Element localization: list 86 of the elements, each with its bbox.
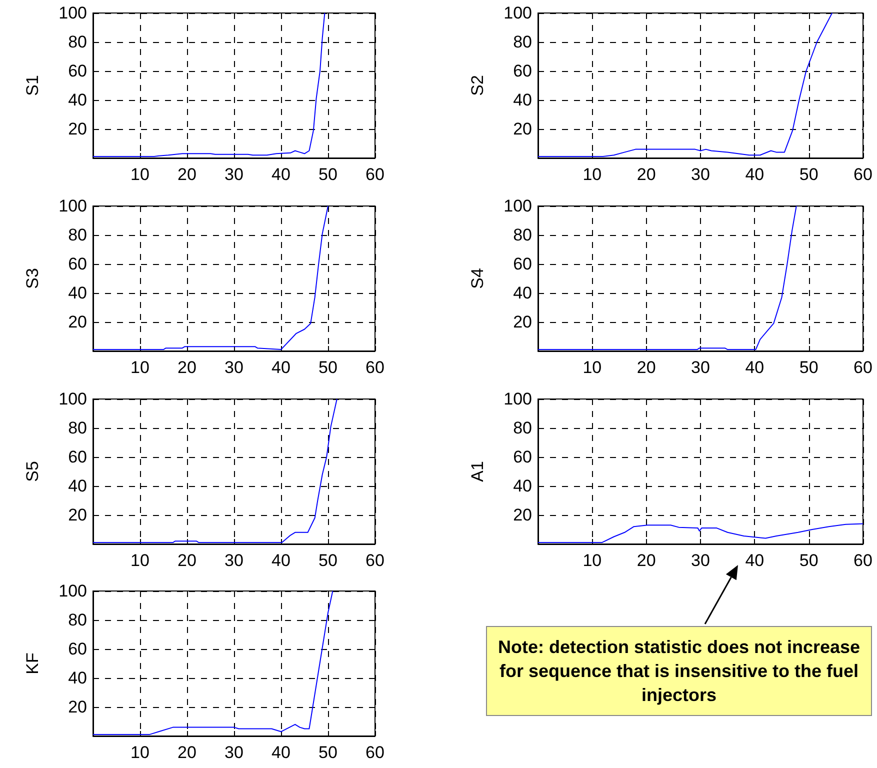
x-tick-label: 20 — [178, 743, 196, 762]
y-axis-title: S3 — [23, 268, 42, 289]
y-tick-label: 100 — [58, 4, 87, 22]
y-tick-label: 80 — [513, 418, 532, 438]
x-tick-label: 60 — [854, 358, 872, 377]
y-tick-label: 40 — [513, 90, 532, 110]
x-tick-label: 30 — [224, 551, 244, 570]
x-tick-label: 20 — [636, 165, 656, 184]
x-tick-label: 20 — [178, 358, 196, 377]
x-tick-label: 60 — [854, 165, 872, 184]
x-tick-label: 10 — [582, 165, 602, 184]
x-tick-label: 30 — [224, 743, 244, 762]
text: Note: detection statistic does not increase for sequence that is insensitive to the fuel injectors — [486, 626, 872, 716]
x-tick-label: 50 — [799, 358, 818, 377]
y-tick-label: 40 — [68, 476, 87, 496]
x-tick-label: 10 — [582, 551, 602, 570]
y-axis-title: S5 — [23, 461, 42, 482]
x-tick-label: 10 — [130, 165, 150, 184]
x-tick-label: 30 — [224, 165, 244, 184]
x-tick-label: 50 — [318, 551, 338, 570]
x-tick-label: 30 — [224, 358, 244, 377]
x-tick-label: 60 — [366, 165, 384, 184]
x-tick-label: 20 — [178, 165, 196, 184]
y-tick-label: 60 — [68, 254, 87, 274]
x-tick-label: 40 — [272, 358, 290, 377]
y-tick-label: 20 — [68, 120, 87, 138]
x-tick-label: 40 — [745, 551, 764, 570]
y-axis-title: KF — [23, 652, 42, 674]
y-axis-title: S2 — [468, 75, 487, 96]
y-tick-label: 100 — [504, 196, 532, 216]
x-tick-label: 10 — [130, 358, 150, 377]
y-tick-label: 60 — [68, 640, 87, 658]
y-tick-label: 60 — [68, 448, 87, 466]
y-axis-title: S1 — [23, 75, 42, 96]
y-tick-label: 40 — [68, 668, 87, 688]
x-tick-label: 30 — [691, 551, 710, 570]
y-tick-label: 40 — [68, 284, 87, 302]
x-tick-label: 50 — [799, 551, 818, 570]
y-tick-label: 80 — [68, 226, 87, 244]
x-tick-label: 50 — [799, 165, 818, 184]
y-tick-label: 80 — [513, 226, 532, 244]
y-tick-label: 20 — [68, 312, 87, 332]
x-tick-label: 60 — [854, 551, 872, 570]
y-tick-label: 80 — [68, 610, 87, 630]
y-tick-label: 60 — [513, 62, 532, 80]
x-tick-label: 40 — [745, 358, 764, 377]
x-tick-label: 30 — [691, 165, 710, 184]
x-tick-label: 20 — [636, 358, 656, 377]
y-axis-title: S4 — [468, 268, 487, 289]
x-tick-label: 20 — [636, 551, 656, 570]
y-tick-label: 20 — [68, 698, 87, 716]
x-tick-label: 10 — [130, 743, 150, 762]
y-tick-label: 80 — [68, 418, 87, 438]
x-tick-label: 50 — [318, 743, 338, 762]
x-tick-label: 40 — [272, 551, 290, 570]
x-tick-label: 50 — [318, 358, 338, 377]
y-tick-label: 40 — [513, 284, 532, 302]
y-tick-label: 60 — [513, 254, 532, 274]
x-tick-label: 10 — [130, 551, 150, 570]
x-tick-label: 20 — [178, 551, 196, 570]
y-tick-label: 100 — [58, 196, 87, 216]
y-tick-label: 20 — [513, 506, 532, 524]
x-tick-label: 10 — [582, 358, 602, 377]
y-tick-label: 100 — [58, 390, 87, 408]
y-tick-label: 20 — [68, 506, 87, 524]
y-tick-label: 60 — [68, 62, 87, 80]
x-tick-label: 60 — [366, 551, 384, 570]
line-series — [538, 12, 833, 158]
y-tick-label: 20 — [513, 312, 532, 332]
y-tick-label: 100 — [58, 582, 87, 600]
y-tick-label: 100 — [504, 4, 532, 22]
x-tick-label: 60 — [366, 743, 384, 762]
x-tick-label: 40 — [272, 743, 290, 762]
y-tick-label: 40 — [513, 476, 532, 496]
x-tick-label: 40 — [272, 165, 290, 184]
y-tick-label: 80 — [513, 32, 532, 52]
y-tick-label: 100 — [504, 390, 532, 408]
x-tick-label: 50 — [318, 165, 338, 184]
y-tick-label: 60 — [513, 448, 532, 466]
x-tick-label: 40 — [745, 165, 764, 184]
y-tick-label: 80 — [68, 32, 87, 52]
y-tick-label: 20 — [513, 120, 532, 138]
x-tick-label: 60 — [366, 358, 384, 377]
y-axis-title: A1 — [468, 461, 487, 482]
x-tick-label: 30 — [691, 358, 710, 377]
y-tick-label: 40 — [68, 90, 87, 110]
